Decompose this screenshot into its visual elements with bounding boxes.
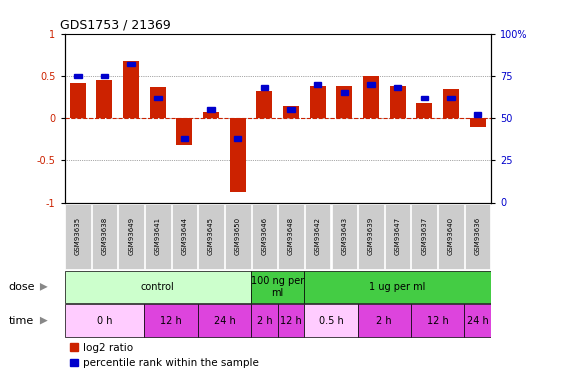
Bar bbox=[150, 87, 166, 118]
Text: GSM93637: GSM93637 bbox=[421, 217, 427, 255]
Text: 24 h: 24 h bbox=[467, 316, 489, 326]
FancyBboxPatch shape bbox=[145, 204, 171, 268]
FancyBboxPatch shape bbox=[65, 271, 251, 303]
Bar bbox=[394, 86, 401, 90]
FancyBboxPatch shape bbox=[358, 304, 411, 337]
FancyBboxPatch shape bbox=[465, 304, 491, 337]
Text: GSM93649: GSM93649 bbox=[128, 217, 134, 255]
Bar bbox=[389, 86, 406, 118]
FancyBboxPatch shape bbox=[465, 204, 490, 268]
Bar bbox=[421, 96, 428, 100]
Text: GSM93638: GSM93638 bbox=[102, 217, 108, 255]
Bar bbox=[443, 88, 459, 118]
FancyBboxPatch shape bbox=[65, 304, 145, 337]
Bar bbox=[203, 112, 219, 118]
Text: GSM93636: GSM93636 bbox=[475, 217, 481, 255]
FancyBboxPatch shape bbox=[411, 304, 465, 337]
FancyBboxPatch shape bbox=[251, 204, 277, 268]
Text: 0.5 h: 0.5 h bbox=[319, 316, 343, 326]
FancyBboxPatch shape bbox=[438, 204, 464, 268]
Text: GSM93641: GSM93641 bbox=[155, 217, 161, 255]
Text: GSM93635: GSM93635 bbox=[75, 217, 81, 255]
FancyBboxPatch shape bbox=[225, 204, 251, 268]
FancyBboxPatch shape bbox=[251, 271, 304, 303]
Bar bbox=[287, 107, 295, 112]
Bar bbox=[154, 96, 162, 100]
Text: 24 h: 24 h bbox=[214, 316, 235, 326]
FancyBboxPatch shape bbox=[278, 204, 304, 268]
FancyBboxPatch shape bbox=[278, 304, 304, 337]
Text: GSM93648: GSM93648 bbox=[288, 217, 294, 255]
Bar bbox=[341, 90, 348, 95]
Bar bbox=[127, 62, 135, 66]
Bar bbox=[470, 118, 485, 127]
FancyBboxPatch shape bbox=[197, 304, 251, 337]
Text: 100 ng per
ml: 100 ng per ml bbox=[251, 276, 304, 298]
FancyBboxPatch shape bbox=[358, 204, 384, 268]
Bar bbox=[416, 103, 432, 118]
Text: 12 h: 12 h bbox=[427, 316, 448, 326]
FancyBboxPatch shape bbox=[118, 204, 144, 268]
Bar bbox=[208, 107, 215, 112]
Bar bbox=[256, 91, 273, 118]
FancyBboxPatch shape bbox=[304, 271, 491, 303]
Bar bbox=[101, 74, 108, 78]
FancyBboxPatch shape bbox=[198, 204, 224, 268]
Text: 12 h: 12 h bbox=[280, 316, 302, 326]
Text: GSM93647: GSM93647 bbox=[394, 217, 401, 255]
Text: time: time bbox=[8, 316, 34, 326]
FancyBboxPatch shape bbox=[172, 204, 197, 268]
Text: GSM93640: GSM93640 bbox=[448, 217, 454, 255]
FancyBboxPatch shape bbox=[251, 304, 278, 337]
Bar bbox=[367, 82, 375, 87]
Bar bbox=[283, 106, 299, 118]
FancyBboxPatch shape bbox=[332, 204, 357, 268]
Text: control: control bbox=[141, 282, 174, 292]
Text: GSM93642: GSM93642 bbox=[315, 217, 321, 255]
Bar bbox=[336, 86, 352, 118]
Bar bbox=[234, 136, 241, 141]
Text: GSM93639: GSM93639 bbox=[368, 217, 374, 255]
Bar bbox=[123, 61, 139, 118]
Bar bbox=[447, 96, 454, 100]
Bar bbox=[310, 86, 325, 118]
FancyBboxPatch shape bbox=[91, 204, 117, 268]
FancyBboxPatch shape bbox=[411, 204, 437, 268]
Text: GSM93646: GSM93646 bbox=[261, 217, 268, 255]
Bar bbox=[230, 118, 246, 192]
Bar bbox=[96, 80, 112, 118]
Bar bbox=[181, 136, 188, 141]
Text: GSM93650: GSM93650 bbox=[234, 217, 241, 255]
Bar bbox=[261, 86, 268, 90]
Bar bbox=[474, 112, 481, 117]
Bar bbox=[70, 83, 86, 118]
FancyBboxPatch shape bbox=[385, 204, 411, 268]
FancyBboxPatch shape bbox=[305, 204, 330, 268]
Bar bbox=[314, 82, 321, 87]
Text: 2 h: 2 h bbox=[376, 316, 392, 326]
FancyBboxPatch shape bbox=[304, 304, 358, 337]
Bar bbox=[74, 74, 81, 78]
Text: GSM93645: GSM93645 bbox=[208, 217, 214, 255]
Text: GDS1753 / 21369: GDS1753 / 21369 bbox=[60, 18, 171, 31]
Text: GSM93643: GSM93643 bbox=[341, 217, 347, 255]
Text: 12 h: 12 h bbox=[160, 316, 182, 326]
Bar bbox=[363, 76, 379, 118]
FancyBboxPatch shape bbox=[65, 204, 91, 268]
Legend: log2 ratio, percentile rank within the sample: log2 ratio, percentile rank within the s… bbox=[70, 343, 259, 368]
Text: 0 h: 0 h bbox=[96, 316, 112, 326]
FancyBboxPatch shape bbox=[145, 304, 197, 337]
Text: 2 h: 2 h bbox=[256, 316, 272, 326]
Text: dose: dose bbox=[8, 282, 35, 292]
Text: 1 ug per ml: 1 ug per ml bbox=[370, 282, 426, 292]
Text: GSM93644: GSM93644 bbox=[181, 217, 187, 255]
Bar bbox=[176, 118, 192, 145]
